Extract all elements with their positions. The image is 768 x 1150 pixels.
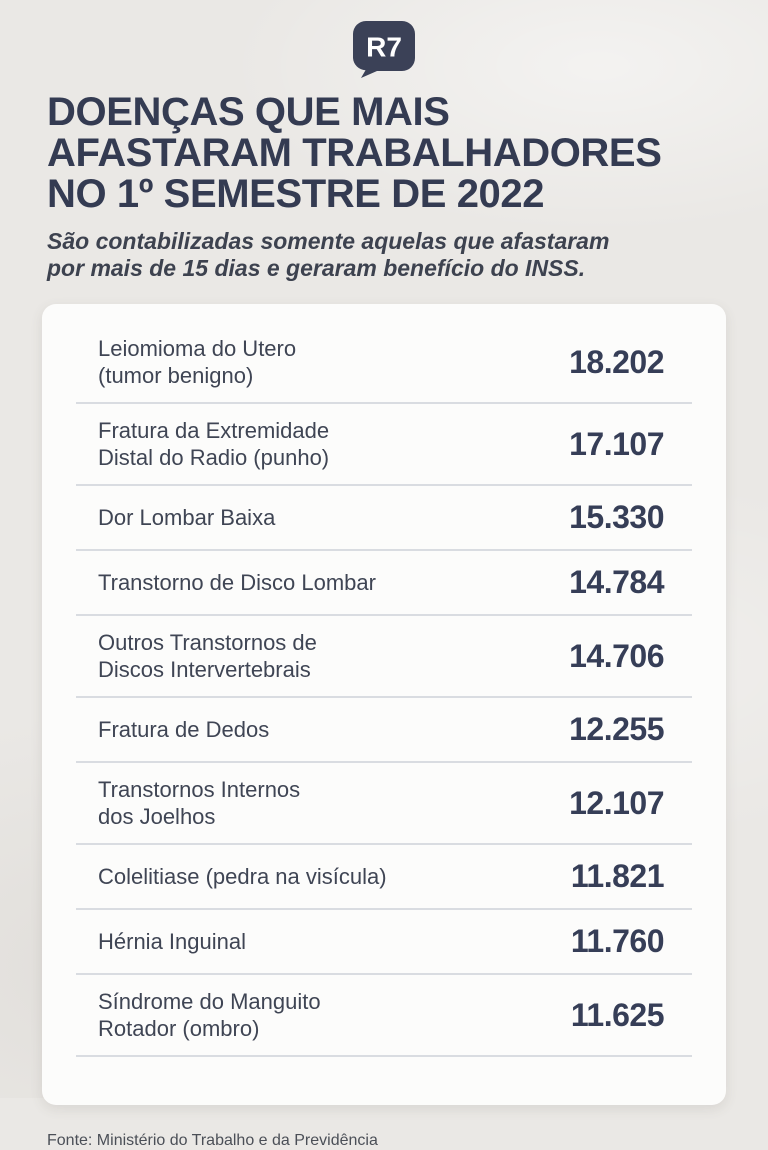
disease-name: Fratura da Extremidade Distal do Radio (… bbox=[98, 418, 330, 470]
diseases-table: Leiomioma do Utero (tumor benigno) 18.202… bbox=[42, 304, 726, 1105]
disease-name: Colelitiase (pedra na visícula) bbox=[98, 864, 387, 889]
disease-count: 11.625 bbox=[570, 996, 665, 1033]
disease-count: 12.107 bbox=[569, 784, 664, 821]
disease-count: 17.107 bbox=[569, 425, 664, 462]
source-note: Fonte: Ministério do Trabalho e da Previ… bbox=[47, 1132, 378, 1149]
table-row: Fratura de Dedos 12.255 bbox=[76, 698, 692, 763]
title-line-2: AFASTARAM TRABALHADORES bbox=[47, 131, 662, 175]
r7-logo-text: R7 bbox=[366, 32, 402, 63]
disease-count: 14.784 bbox=[569, 564, 664, 600]
disease-name: Transtornos Internos dos Joelhos bbox=[98, 777, 301, 829]
table-row: Leiomioma do Utero (tumor benigno) 18.202 bbox=[76, 322, 692, 404]
disease-name: Síndrome do Manguito Rotador (ombro) bbox=[98, 989, 321, 1041]
disease-count: 14.706 bbox=[569, 637, 664, 674]
table-row: Hérnia Inguinal 11.760 bbox=[76, 910, 692, 975]
r7-logo: R7 bbox=[353, 21, 415, 78]
table-row: Fratura da Extremidade Distal do Radio (… bbox=[76, 404, 692, 486]
disease-name: Dor Lombar Baixa bbox=[98, 505, 276, 530]
table-row: Síndrome do Manguito Rotador (ombro) 11.6… bbox=[76, 975, 692, 1057]
disease-count: 18.202 bbox=[569, 343, 664, 380]
table-row: Transtornos Internos dos Joelhos 12.107 bbox=[76, 763, 692, 845]
disease-name: Outros Transtornos de Discos Interverteb… bbox=[98, 630, 317, 682]
disease-count: 15.330 bbox=[569, 499, 664, 535]
table-row: Colelitiase (pedra na visícula) 11.821 bbox=[76, 845, 692, 910]
table-row: Transtorno de Disco Lombar 14.784 bbox=[76, 551, 692, 616]
disease-name: Leiomioma do Utero (tumor benigno) bbox=[98, 336, 297, 388]
table-row: Outros Transtornos de Discos Interverteb… bbox=[76, 616, 692, 698]
title-line-3: NO 1º SEMESTRE DE 2022 bbox=[47, 172, 545, 216]
disease-count: 11.760 bbox=[570, 923, 665, 959]
disease-name: Hérnia Inguinal bbox=[98, 929, 246, 954]
table-row: Dor Lombar Baixa 15.330 bbox=[76, 486, 692, 551]
disease-count: 11.821 bbox=[570, 858, 665, 894]
disease-count: 12.255 bbox=[569, 711, 664, 747]
subtitle-line-2: por mais de 15 dias e geraram benefício … bbox=[47, 255, 586, 281]
disease-name: Transtorno de Disco Lombar bbox=[98, 570, 376, 595]
header-logo-area: R7 bbox=[0, 0, 768, 78]
title-line-1: DOENÇAS QUE MAIS bbox=[47, 90, 450, 134]
page-subtitle: São contabilizadas somente aquelas que a… bbox=[47, 228, 768, 282]
subtitle-line-1: São contabilizadas somente aquelas que a… bbox=[47, 228, 610, 254]
disease-name: Fratura de Dedos bbox=[98, 717, 270, 742]
page-title: DOENÇAS QUE MAIS AFASTARAM TRABALHADORES… bbox=[47, 92, 768, 215]
